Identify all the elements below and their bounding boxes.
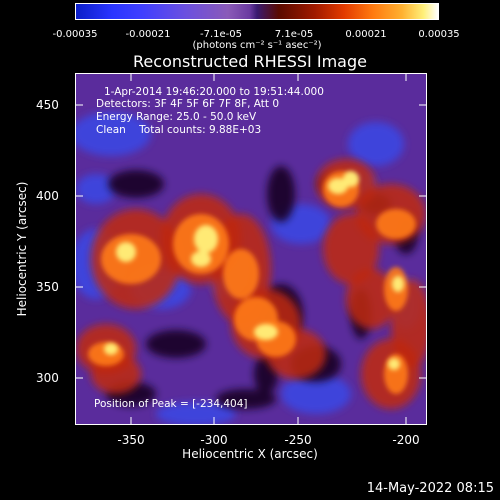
heatmap-blob <box>388 358 400 370</box>
heatmap-blob <box>376 209 416 239</box>
heatmap-blob <box>392 276 404 292</box>
colorbar-unit-label: (photons cm⁻² s⁻¹ asec⁻²) <box>192 40 322 51</box>
heatmap-plot-area: 1-Apr-2014 19:46:20.000 to 19:51:44.000 … <box>75 73 427 425</box>
heatmap-blob <box>328 178 348 194</box>
peak-position-annotation: Position of Peak = [-234,404] <box>94 398 248 410</box>
heatmap-blob <box>108 170 164 198</box>
heatmap-blob <box>104 343 118 355</box>
heatmap-blob <box>343 171 359 187</box>
colorbar-tick-label: -0.00035 <box>52 29 98 40</box>
y-tick-label: 450 <box>36 98 59 112</box>
x-tick-label: -200 <box>392 433 420 447</box>
colorbar-tick-label: 7.1e-05 <box>274 29 314 40</box>
colorbar-tick-label: 0.00021 <box>345 29 387 40</box>
energy-range-annotation: Energy Range: 25.0 - 50.0 keV <box>96 111 257 123</box>
colorbar-tick-label: -7.1e-05 <box>200 29 242 40</box>
timestamp: 14-May-2022 08:15 <box>366 481 494 496</box>
y-axis-label: Heliocentric Y (arcsec) <box>15 181 29 317</box>
heatmap-blob <box>156 402 236 424</box>
heatmap-blob <box>281 374 351 414</box>
plot-title: Reconstructed RHESSI Image <box>133 52 367 71</box>
colorbar <box>75 3 439 20</box>
heatmap-blob <box>194 225 218 253</box>
x-tick-label: -350 <box>117 433 145 447</box>
colorbar-tick-label: 0.00035 <box>418 29 460 40</box>
heatmap-blob <box>223 249 259 299</box>
heatmap-image <box>76 74 426 424</box>
heatmap-blob <box>348 122 404 166</box>
detectors-annotation: Detectors: 3F 4F 5F 6F 7F 8F, Att 0 <box>96 98 280 110</box>
heatmap-blob <box>254 324 278 340</box>
y-tick-label: 300 <box>36 371 59 385</box>
heatmap-blob <box>191 251 211 267</box>
heatmap-blob <box>76 112 151 156</box>
heatmap-blob <box>116 242 136 262</box>
method-counts-annotation: Clean Total counts: 9.88E+03 <box>96 124 262 136</box>
x-tick-label: -300 <box>200 433 228 447</box>
x-axis-label: Heliocentric X (arcsec) <box>182 447 318 461</box>
time-range-annotation: 1-Apr-2014 19:46:20.000 to 19:51:44.000 <box>104 86 324 98</box>
y-tick-label: 400 <box>36 189 59 203</box>
heatmap-blob <box>346 269 396 329</box>
heatmap-blob <box>146 330 206 358</box>
x-tick-label: -250 <box>284 433 312 447</box>
colorbar-tick-label: -0.00021 <box>125 29 171 40</box>
y-tick-label: 350 <box>36 280 59 294</box>
heatmap-blob <box>216 389 276 409</box>
heatmap-blob <box>267 166 295 222</box>
heatmap-blob <box>76 174 116 204</box>
